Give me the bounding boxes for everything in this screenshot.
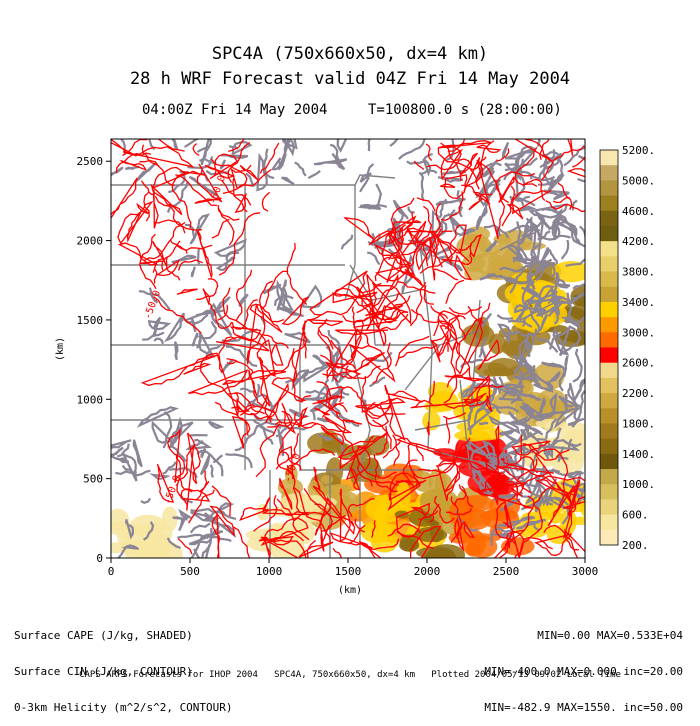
colorbar-label: 2200. (622, 387, 655, 400)
colorbar-swatch (600, 272, 618, 288)
colorbar-swatch (600, 256, 618, 272)
colorbar-swatch (600, 484, 618, 500)
x-tick-label: 2000 (414, 565, 441, 578)
x-tick-label: 2500 (493, 565, 520, 578)
y-axis-label: (km) (55, 337, 66, 361)
cape-stats-line: MIN=0.00 MAX=0.533E+04 (470, 630, 683, 642)
cape-legend-line: Surface CAPE (J/kg, SHADED) (14, 630, 233, 642)
colorbar-label: 3800. (622, 266, 655, 279)
colorbar-swatch (600, 302, 618, 318)
colorbar: 5200. 5000. 4600. 4200. 3800. 3400. 3000. 2600.… (600, 144, 655, 552)
y-axis: 0 500 1000 1500 2000 2500 (77, 155, 112, 565)
colorbar-swatch (600, 211, 618, 227)
colorbar-label: 200. (622, 539, 649, 552)
field-stats: MIN=0.00 MAX=0.533E+04 MIN=-400.0 MAX=0.… (470, 606, 683, 726)
x-tick-label: 0 (108, 565, 115, 578)
colorbar-label: 5200. (622, 144, 655, 157)
colorbar-label: 2600. (622, 357, 655, 370)
cin-contour (175, 342, 177, 360)
y-tick-label: 0 (96, 552, 103, 565)
helicity-legend-line: 0-3km Helicity (m^2/s^2, CONTOUR) (14, 702, 233, 714)
colorbar-label: 4200. (622, 235, 655, 248)
x-tick-label: 1500 (335, 565, 362, 578)
cin-contour (565, 394, 567, 411)
colorbar-swatch (600, 332, 618, 348)
colorbar-label: 1400. (622, 448, 655, 461)
cape-shade-cell (428, 382, 453, 401)
x-axis: 0 500 1000 1500 2000 2500 3000 (108, 558, 599, 578)
x-axis-label: (km) (338, 585, 362, 596)
x-tick-label: 1000 (256, 565, 283, 578)
colorbar-swatch (600, 454, 618, 470)
colorbar-swatch (600, 530, 618, 546)
colorbar-swatch (600, 150, 618, 166)
colorbar-swatch (600, 499, 618, 515)
colorbar-swatch (600, 515, 618, 531)
colorbar-swatch (600, 317, 618, 333)
y-tick-label: 500 (83, 473, 103, 486)
colorbar-swatch (600, 423, 618, 439)
colorbar-swatch (600, 241, 618, 257)
colorbar-swatch (600, 378, 618, 394)
colorbar-swatch (600, 226, 618, 242)
colorbar-label: 1800. (622, 417, 655, 430)
colorbar-swatch (600, 348, 618, 364)
colorbar-swatch (600, 408, 618, 424)
colorbar-label: 5000. (622, 174, 655, 187)
cape-shade-cell (321, 475, 333, 484)
colorbar-label: 3000. (622, 326, 655, 339)
colorbar-swatch (600, 439, 618, 455)
colorbar-label: 4600. (622, 205, 655, 218)
cin-contour (558, 301, 574, 303)
colorbar-swatch (600, 180, 618, 196)
y-tick-label: 1000 (77, 393, 104, 406)
colorbar-swatch (600, 469, 618, 485)
plot-footer: CAPS ARPS Forecasts for IHOP 2004 SPC4A,… (0, 671, 700, 680)
colorbar-label: 1000. (622, 478, 655, 491)
colorbar-label: 600. (622, 509, 649, 522)
cin-contour (479, 423, 488, 424)
colorbar-swatch (600, 287, 618, 303)
y-tick-label: 1500 (77, 314, 104, 327)
colorbar-label: 3400. (622, 296, 655, 309)
y-tick-label: 2000 (77, 235, 104, 248)
x-tick-label: 500 (180, 565, 200, 578)
colorbar-swatch (600, 196, 618, 212)
colorbar-swatch (600, 165, 618, 181)
cin-contour (198, 248, 199, 264)
y-tick-label: 2500 (77, 155, 104, 168)
x-tick-label: 3000 (572, 565, 599, 578)
colorbar-swatch (600, 363, 618, 379)
helicity-stats-line: MIN=-482.9 MAX=1550. inc=50.00 (470, 702, 683, 714)
field-legend: Surface CAPE (J/kg, SHADED) Surface CIN … (14, 606, 233, 726)
colorbar-swatch (600, 393, 618, 409)
